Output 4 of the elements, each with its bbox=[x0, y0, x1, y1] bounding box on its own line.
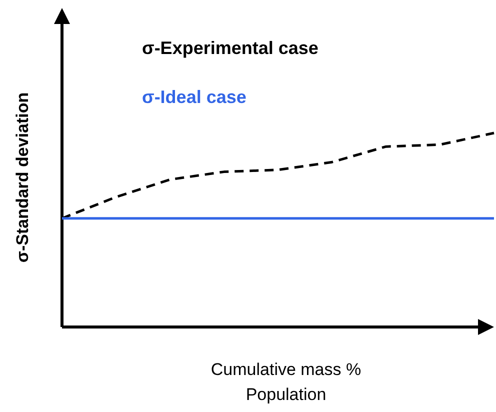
y-axis-title: σ-Standard deviation bbox=[13, 92, 32, 263]
text: σ-Ideal case bbox=[142, 87, 246, 107]
x-axis-title: Cumulative mass % Population bbox=[210, 360, 362, 404]
text: σ-Experimental case bbox=[142, 38, 318, 58]
